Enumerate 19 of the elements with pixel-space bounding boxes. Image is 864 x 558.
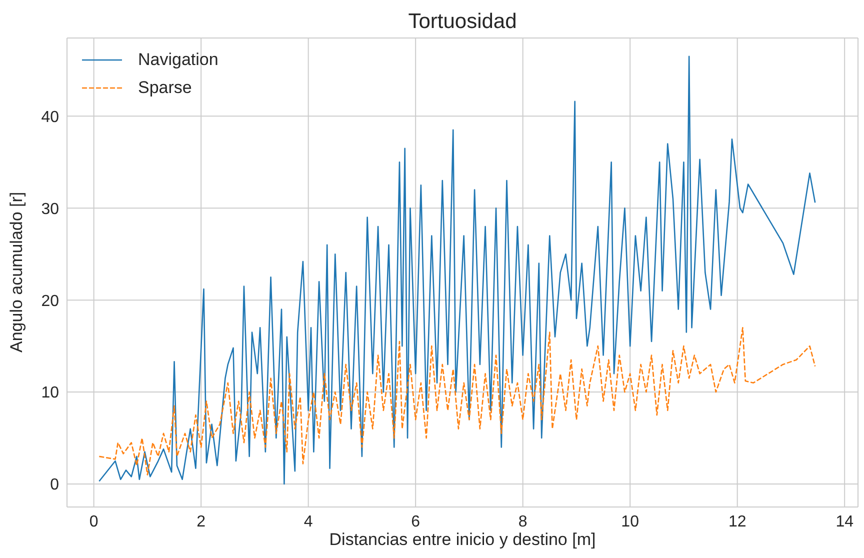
line-series [98, 327, 816, 476]
y-axis-title: Angulo acumulado [r] [7, 192, 26, 352]
y-tick-label: 30 [41, 200, 60, 218]
y-tick-label: 20 [41, 292, 60, 310]
y-tick-label: 40 [41, 108, 60, 126]
x-tick-label: 4 [304, 513, 313, 530]
y-tick-label: 10 [41, 384, 60, 402]
y-tick-label: 0 [50, 476, 60, 494]
x-tick-label: 14 [836, 513, 854, 530]
x-tick-label: 0 [89, 513, 98, 530]
x-tick-label: 6 [411, 513, 420, 530]
x-tick-label: 8 [518, 513, 528, 530]
x-tick-label: 10 [621, 513, 640, 530]
legend-label: Sparse [138, 77, 192, 99]
x-tick-label: 12 [728, 513, 746, 530]
chart-title: Tortuosidad [407, 10, 518, 34]
legend-label: Navigation [138, 49, 218, 71]
x-tick-label: 2 [196, 513, 206, 530]
x-axis-title: Distancias entre inicio y destino [m] [328, 530, 597, 550]
